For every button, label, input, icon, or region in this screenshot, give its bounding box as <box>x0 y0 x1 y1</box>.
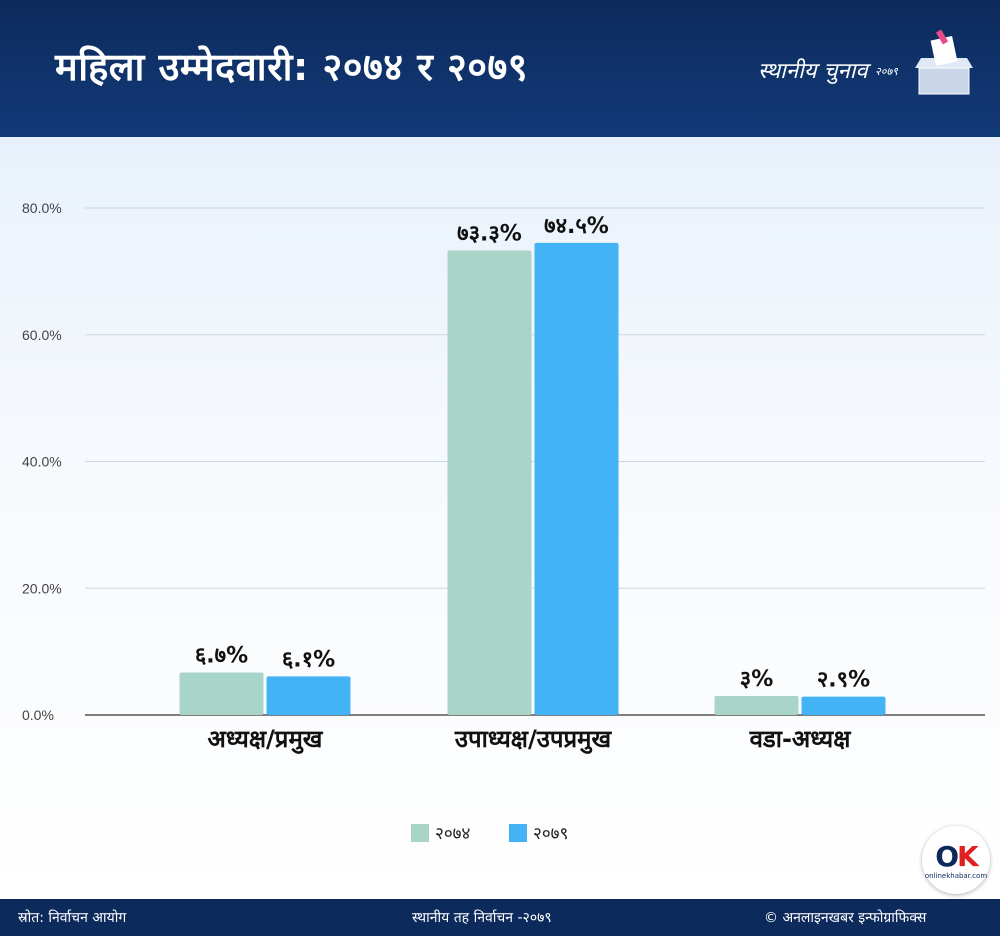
bar <box>534 242 619 715</box>
bar-chart: 0.0% 20.0% 40.0% 60.0% 80.0% ६.७% ६.१% अध्यक्ष/… <box>22 200 985 844</box>
logo-o: O <box>935 840 959 873</box>
legend-label: २०७९ <box>533 824 568 844</box>
bar <box>714 695 799 715</box>
y-tick-label: 60.0% <box>22 327 62 343</box>
category-label: अध्यक्ष/प्रमुख <box>208 725 324 754</box>
y-tick-label: 80.0% <box>22 200 62 216</box>
page-title: महिला उम्मेदवारी: २०७४ र २०७९ <box>55 45 529 89</box>
data-label: ७४.५% <box>544 214 609 239</box>
category-label: वडा-अध्यक्ष <box>749 725 852 753</box>
data-label: ३% <box>740 667 773 692</box>
footer-bar: स्रोत: निर्वाचन आयोग स्थानीय तह निर्वाचन… <box>0 899 1000 936</box>
bar <box>801 696 886 715</box>
legend-swatch <box>411 824 429 842</box>
legend-swatch <box>509 824 527 842</box>
brand-text: स्थानीय चुनाव <box>758 59 868 84</box>
data-label: २.९% <box>817 668 870 693</box>
bar <box>179 672 264 715</box>
bar <box>447 250 532 715</box>
data-label: ६.७% <box>195 644 248 669</box>
y-tick-label: 20.0% <box>22 580 62 596</box>
category-label: उपाध्यक्ष/उपप्रमुख <box>454 725 613 754</box>
footer-source: स्रोत: निर्वाचन आयोग <box>18 910 127 926</box>
logo-subtext: onlinekhabar.com <box>924 872 988 880</box>
ballot-box-icon <box>915 29 973 95</box>
data-label: ६.१% <box>282 647 335 672</box>
legend-label: २०७४ <box>435 824 470 844</box>
brand-year: २०७९ <box>875 65 898 78</box>
y-tick-label: 0.0% <box>22 707 54 723</box>
data-label: ७३.३% <box>457 221 522 246</box>
y-tick-label: 40.0% <box>22 454 62 470</box>
footer-center: स्थानीय तह निर्वाचन -२०७९ <box>412 910 552 926</box>
header-bar: महिला उम्मेदवारी: २०७४ र २०७९ स्थानीय चु… <box>0 0 1000 137</box>
footer-copyright: © अनलाइनखबर इन्फोग्राफिक्स <box>764 910 927 926</box>
bar <box>266 676 351 715</box>
onlinekhabar-logo: OK onlinekhabar.com <box>922 826 990 894</box>
logo-k: K <box>957 840 979 873</box>
